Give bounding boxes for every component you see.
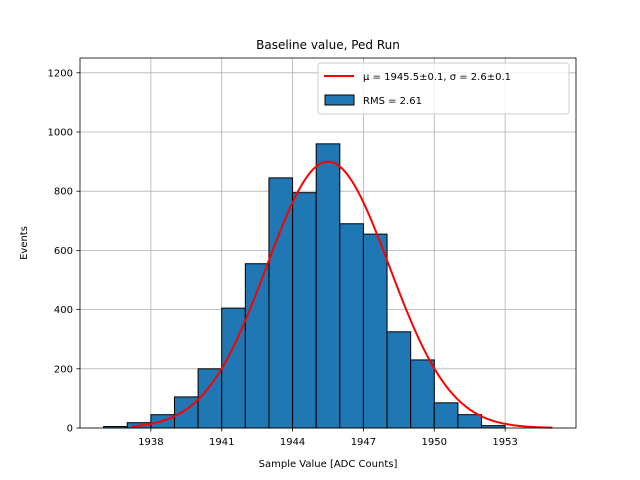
histogram-bar (362, 233, 388, 429)
x-tick-label: 1950 (422, 437, 447, 448)
legend-histogram-patch (324, 94, 355, 106)
y-tick-label: 0 (67, 424, 73, 435)
legend-histogram-label: RMS = 2.61 (363, 96, 422, 107)
histogram-bar (292, 192, 317, 429)
y-axis-label: Events (19, 226, 30, 260)
y-axis-ticks: 0 200 400 600 800 1000 1200 (48, 68, 80, 435)
legend-fit-label: μ = 1945.5±0.1, σ = 2.6±0.1 (363, 72, 511, 83)
chart-title: Baseline value, Ped Run (256, 38, 400, 52)
x-tick-label: 1944 (280, 437, 305, 448)
histogram-bar (197, 368, 223, 429)
histogram-bar (410, 359, 435, 429)
legend-fit-mu: μ = 1945.5±0.1, (363, 72, 450, 83)
histogram-bar (457, 414, 483, 429)
legend-fit-sigma: σ = 2.6±0.1 (450, 72, 511, 83)
x-tick-label: 1941 (209, 437, 234, 448)
histogram-bar (268, 177, 294, 429)
x-tick-label: 1947 (351, 437, 376, 448)
histogram-bar (339, 223, 364, 429)
histogram-bar (315, 143, 341, 429)
y-tick-label: 1000 (48, 128, 73, 139)
x-axis-label: Sample Value [ADC Counts] (259, 459, 398, 470)
y-tick-label: 800 (54, 187, 73, 198)
gaussian-fit-curve (131, 160, 553, 429)
plot-frame (79, 57, 577, 429)
histogram-bar (386, 331, 412, 429)
y-tick-label: 400 (54, 305, 73, 316)
histogram-bar (433, 402, 459, 429)
x-axis-ticks: 1938 1941 1944 1947 1950 1953 (138, 428, 518, 448)
y-tick-label: 200 (54, 364, 73, 375)
legend-box (317, 62, 570, 115)
x-tick-label: 1953 (492, 437, 517, 448)
y-tick-label: 600 (54, 246, 73, 257)
x-tick-label: 1938 (138, 437, 163, 448)
legend: μ = 1945.5±0.1, σ = 2.6±0.1 RMS = 2.61 (317, 62, 570, 115)
y-tick-label: 1200 (48, 68, 73, 79)
